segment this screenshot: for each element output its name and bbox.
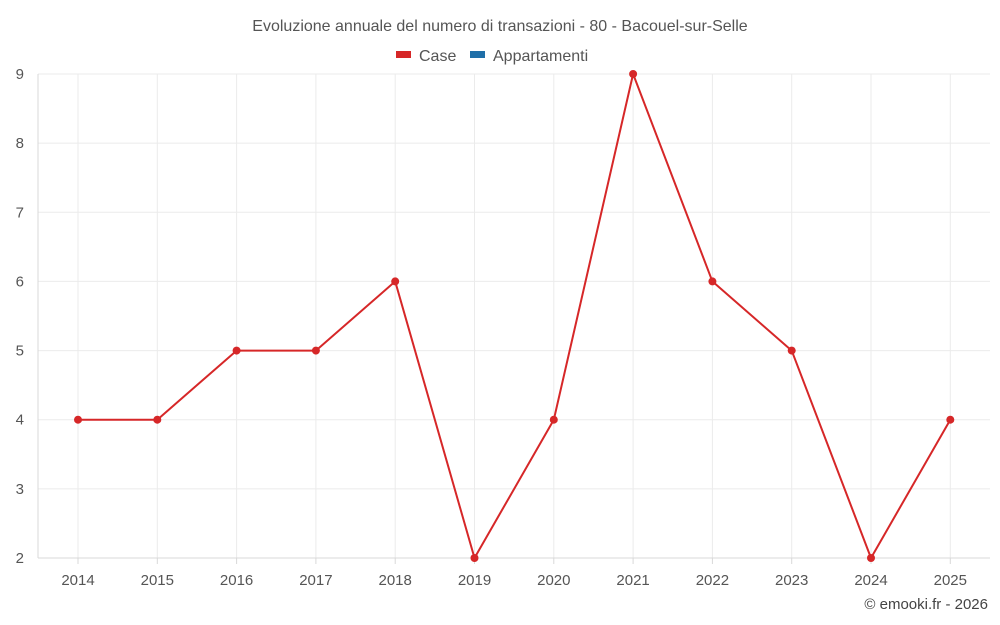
x-tick-label: 2015	[141, 572, 174, 589]
y-tick-label: 8	[16, 135, 24, 152]
legend: Case Appartamenti	[396, 48, 588, 65]
credit-text: © emooki.fr - 2026	[864, 596, 988, 613]
x-tick-label: 2024	[854, 572, 887, 589]
x-tick-label: 2025	[934, 572, 967, 589]
x-tick-label: 2022	[696, 572, 729, 589]
y-tick-label: 9	[16, 66, 24, 83]
data-point[interactable]	[470, 554, 479, 562]
x-axis-tick-labels: 2014 2015 2016 2017 2018 2019 2020 2021 2022 2023…	[61, 572, 967, 589]
data-point[interactable]	[787, 346, 796, 355]
data-point[interactable]	[708, 277, 717, 286]
series-line-case	[78, 73, 952, 559]
y-tick-label: 2	[16, 550, 24, 567]
data-point[interactable]	[629, 70, 638, 78]
legend-swatch-case	[396, 51, 411, 58]
data-point[interactable]	[946, 415, 955, 424]
y-axis-tick-labels: 2 3 4 5 6 7 8 9	[16, 66, 24, 567]
data-point[interactable]	[232, 346, 241, 355]
legend-label-appartamenti[interactable]: Appartamenti	[493, 48, 588, 65]
chart-title: Evoluzione annuale del numero di transaz…	[252, 18, 747, 35]
x-tick-label: 2017	[299, 572, 332, 589]
data-point[interactable]	[153, 415, 162, 424]
data-point[interactable]	[549, 415, 558, 424]
x-tick-label: 2014	[61, 572, 94, 589]
data-point[interactable]	[391, 277, 400, 286]
y-tick-label: 5	[16, 343, 24, 360]
series	[74, 70, 955, 562]
x-tick-label: 2023	[775, 572, 808, 589]
y-tick-label: 4	[16, 412, 24, 429]
x-tick-label: 2021	[616, 572, 649, 589]
data-point[interactable]	[311, 346, 320, 355]
grid	[38, 73, 990, 558]
x-tick-label: 2016	[220, 572, 253, 589]
y-tick-label: 7	[16, 204, 24, 221]
data-point[interactable]	[74, 415, 82, 424]
x-tick-label: 2019	[458, 572, 491, 589]
y-tick-label: 3	[16, 481, 24, 498]
legend-swatch-appartamenti	[470, 51, 485, 58]
y-tick-label: 6	[16, 273, 24, 290]
legend-label-case[interactable]: Case	[419, 48, 456, 65]
x-tick-label: 2018	[379, 572, 412, 589]
x-tick-label: 2020	[537, 572, 570, 589]
data-point[interactable]	[867, 554, 875, 562]
